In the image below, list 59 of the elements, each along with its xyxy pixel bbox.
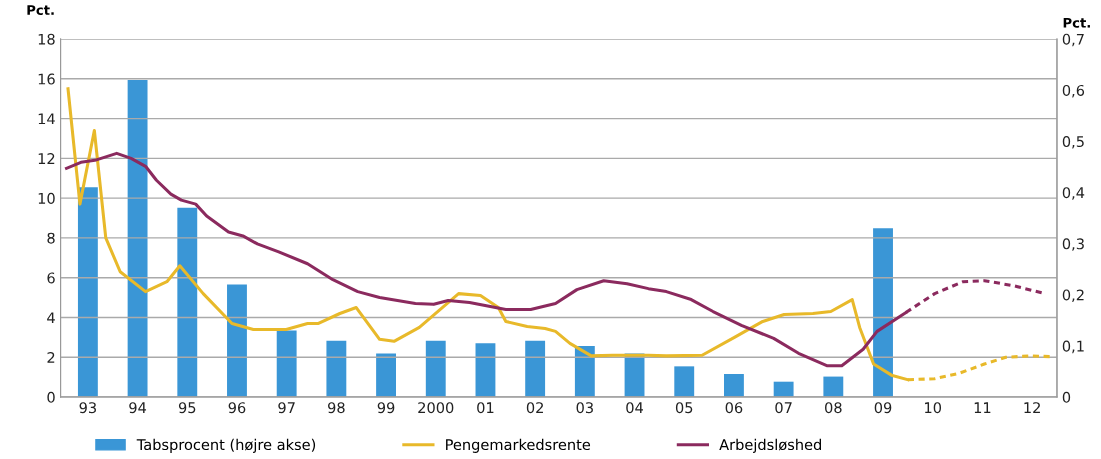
x-tick-label: 12 — [1024, 402, 1040, 413]
x-tick-label: 10 — [925, 402, 942, 414]
x-tick-label: 07 — [775, 402, 792, 414]
bar — [227, 284, 247, 398]
x-tick-label: 04 — [626, 402, 643, 414]
bar — [127, 79, 148, 398]
y2-tick-label: 0 — [1062, 391, 1071, 403]
x-tick-label: 05 — [675, 402, 693, 414]
x-tick-label: 99 — [377, 402, 395, 414]
bar — [425, 340, 446, 398]
x-tick-label: 11 — [974, 402, 991, 413]
bar — [177, 207, 198, 398]
bar — [574, 345, 595, 398]
y-tick-label: 0 — [47, 391, 55, 403]
x-tick-label: 2000 — [418, 402, 454, 414]
x-tick-label: 93 — [79, 402, 96, 414]
x-tick-label: 08 — [825, 402, 842, 414]
legend-label: Pengemarkedsrente — [446, 438, 591, 453]
bar — [525, 340, 546, 398]
bar — [674, 366, 695, 398]
y2-tick-label: 0,5 — [1062, 136, 1084, 149]
y2-tick-label: 0,1 — [1062, 340, 1084, 354]
y2-tick-label: 0,6 — [1062, 84, 1085, 98]
y2-tick-label: 0,3 — [1062, 238, 1084, 251]
bar — [724, 374, 744, 398]
bar — [773, 381, 794, 398]
bar — [276, 330, 297, 398]
y-tick-label: 16 — [38, 73, 55, 85]
x-tick-label: 98 — [328, 402, 345, 414]
x-tick-label: 09 — [874, 402, 892, 414]
x-tick-label: 96 — [228, 402, 246, 414]
x-tick-label: 06 — [725, 402, 743, 414]
bar — [376, 353, 396, 398]
y-tick-label: 10 — [38, 192, 55, 204]
x-tick-label: 95 — [178, 402, 196, 414]
x-tick-label: 03 — [576, 402, 593, 414]
y-tick-label: 6 — [47, 272, 55, 284]
y-tick-label: 4 — [47, 312, 55, 324]
y2-axis-title: Pct. — [1063, 17, 1090, 28]
y-tick-label: 12 — [38, 153, 55, 164]
legend-label: Arbejdsløshed — [719, 438, 821, 453]
x-tick-label: 02 — [526, 402, 543, 414]
y-tick-label: 14 — [38, 113, 55, 125]
x-tick-label: 01 — [477, 402, 494, 414]
x-tick-label: 94 — [129, 402, 147, 414]
y-tick-label: 18 — [38, 33, 55, 45]
bar — [475, 343, 496, 398]
x-tick-label: 97 — [278, 402, 295, 414]
legend-label: Tabsprocent (højre akse) — [136, 438, 316, 453]
y-tick-label: 2 — [47, 351, 55, 363]
y2-tick-label: 0,4 — [1062, 187, 1085, 200]
y-axis-title: Pct. — [27, 5, 54, 15]
bar — [873, 228, 893, 398]
y-tick-label: 8 — [47, 232, 55, 244]
bar — [326, 340, 347, 398]
y2-tick-label: 0,7 — [1062, 33, 1084, 47]
y2-tick-label: 0,2 — [1062, 289, 1084, 302]
bar — [823, 376, 844, 398]
bar — [77, 187, 98, 398]
